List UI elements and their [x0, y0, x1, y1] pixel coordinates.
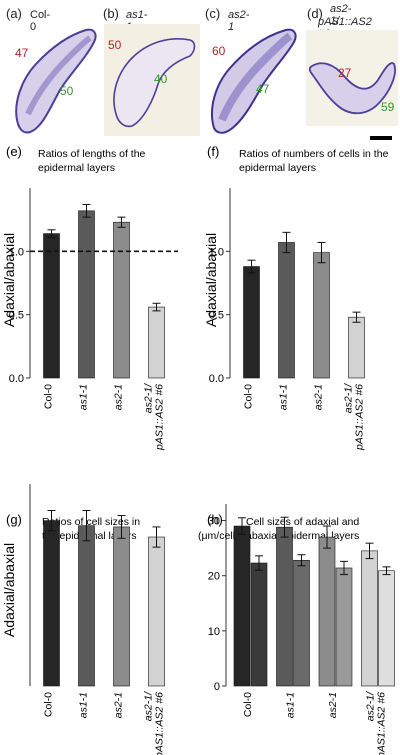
panel-label-d: (d)	[307, 6, 323, 21]
chart-title-line: Ratios of cell sizes in	[42, 516, 140, 528]
category-label-line: as2-1/	[143, 383, 155, 413]
adaxial-count-a: 47	[15, 46, 29, 60]
y-tick-label: 1.0	[9, 246, 24, 258]
bar-2-1	[335, 567, 353, 687]
bar-3	[148, 306, 165, 379]
category-label-line: as2-1/	[343, 383, 355, 413]
chart-title-line: epidermal layers	[38, 162, 115, 174]
chart-0: (e) Ratios of lengths of the epidermal lay…	[1, 144, 178, 451]
scale-bar	[370, 136, 392, 140]
category-label: Col-0	[243, 384, 255, 409]
y-axis-label: Adaxial/abaxial	[1, 543, 17, 637]
category-label-line: as2-1/	[365, 691, 377, 721]
bar-2	[313, 252, 330, 379]
abaxial-count-a: 50	[60, 84, 74, 98]
category-label: as2-1/pAS1::AS2 #6	[343, 383, 366, 451]
micrograph-d	[306, 30, 398, 126]
y-tick-label: 1.0	[209, 246, 224, 258]
chart-title-line: abaxial epidermal layers	[246, 530, 359, 542]
y-tick-label: 20	[208, 571, 220, 583]
adaxial-count-d: 27	[338, 66, 352, 80]
y-tick-label: 0.0	[9, 373, 24, 385]
chart-title-line: epidermal layers	[239, 162, 316, 174]
category-label: as1-1	[278, 384, 290, 410]
category-label: as2-1	[113, 384, 125, 410]
y-tick-label: 0	[214, 681, 220, 693]
y-tick-label: 0.0	[209, 373, 224, 385]
category-label-line: pAS1::AS2 #6	[376, 692, 388, 755]
chart-title-line: Ratios of lengths of the	[38, 148, 146, 160]
bar-0	[43, 233, 60, 379]
micrograph-b	[104, 24, 200, 136]
category-label: as1-1	[285, 692, 297, 718]
abaxial-count-b: 40	[154, 72, 168, 86]
y-axis-label: (μm/cell)	[198, 530, 238, 542]
bar-0	[43, 520, 60, 687]
category-label-line: pAS1::AS2 #6	[154, 692, 166, 755]
bar-1-1	[293, 559, 310, 687]
abaxial-count-d: 59	[381, 100, 395, 114]
panel-label-c: (c)	[205, 6, 221, 21]
bar-0-0	[233, 525, 251, 687]
category-label: Col-0	[43, 692, 55, 717]
panel-label-f: (f)	[207, 144, 219, 159]
category-label: as1-1	[78, 384, 90, 410]
bar-2	[113, 221, 130, 379]
micrograph-title-d-line1: as2-1/	[330, 3, 352, 27]
category-label: as2-1/pAS1::AS2 #6	[143, 383, 166, 451]
micrograph-title-a: Col-0	[30, 9, 51, 33]
bar-1	[278, 242, 295, 379]
y-tick-label: 10	[208, 626, 220, 638]
adaxial-count-c: 60	[212, 44, 226, 58]
micrograph-c	[210, 28, 297, 134]
panel-label-b: (b)	[103, 6, 119, 21]
chart-title-line: Cell sizes of adaxial and	[246, 516, 359, 528]
category-label: as2-1/pAS1::AS2 #6	[143, 691, 166, 755]
chart-3: (h) Cell sizes of adaxial and abaxial epid…	[198, 504, 395, 755]
panel-label-g: (g)	[6, 512, 22, 527]
bar-2-0	[318, 536, 336, 687]
category-label: as2-1/pAS1::AS2 #6	[365, 691, 388, 755]
chart-title-line: Ratios of numbers of cells in the	[239, 148, 389, 160]
category-label: as2-1	[313, 384, 325, 410]
chart-1: (f) Ratios of numbers of cells in the epid…	[203, 144, 389, 451]
category-label: Col-0	[242, 692, 254, 717]
y-tick-label: 0.5	[9, 310, 24, 322]
panel-label-e: (e)	[6, 144, 22, 159]
panel-label-a: (a)	[6, 6, 22, 21]
bar-1	[78, 210, 95, 379]
bar-0-1	[250, 562, 268, 687]
category-label-line: pAS1::AS2 #6	[354, 384, 366, 451]
bar-3-0	[361, 550, 378, 687]
abaxial-count-c: 47	[256, 82, 270, 96]
category-label: as2-1	[327, 692, 339, 718]
bar-3	[148, 536, 165, 687]
micrograph-title-c: as2-1	[228, 9, 250, 33]
y-axis-label: Adaxial/abaxial	[203, 233, 219, 327]
category-label-line: as2-1/	[143, 691, 155, 721]
bar-1-0	[276, 526, 293, 687]
panel-label-h: (h)	[207, 512, 223, 527]
bar-2	[113, 526, 130, 687]
y-axis-label: Adaxial/abaxial	[1, 233, 17, 327]
y-tick-label: 30	[208, 516, 220, 528]
bar-0	[243, 266, 260, 379]
y-tick-label: 0.5	[209, 310, 224, 322]
bar-3	[348, 316, 365, 379]
adaxial-count-b: 50	[108, 38, 122, 52]
category-label: Col-0	[43, 384, 55, 409]
category-label: as1-1	[78, 692, 90, 718]
category-label: as2-1	[113, 692, 125, 718]
micrograph-a	[15, 28, 97, 134]
category-label-line: pAS1::AS2 #6	[154, 384, 166, 451]
bar-1	[78, 525, 95, 687]
bar-3-1	[378, 570, 395, 687]
